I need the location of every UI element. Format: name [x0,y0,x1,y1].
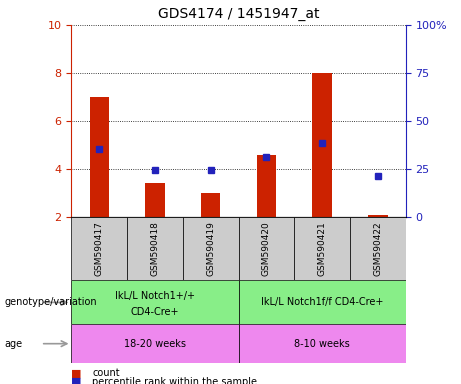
Text: GSM590422: GSM590422 [373,221,382,276]
Bar [294,217,350,280]
Bar [257,155,276,217]
Bar [368,215,388,217]
Bar [71,217,127,280]
Bar [71,280,239,324]
Text: IkL/L Notch1f/f CD4-Cre+: IkL/L Notch1f/f CD4-Cre+ [261,297,383,308]
Text: age: age [5,339,23,349]
Title: GDS4174 / 1451947_at: GDS4174 / 1451947_at [158,7,319,21]
Text: IkL/L Notch1+/+: IkL/L Notch1+/+ [115,291,195,301]
Bar [183,217,238,280]
Bar [145,184,165,217]
Text: GSM590420: GSM590420 [262,221,271,276]
Bar [239,217,294,280]
Text: GSM590418: GSM590418 [150,221,160,276]
Text: GSM590419: GSM590419 [206,221,215,276]
Text: ■: ■ [71,377,82,384]
Bar [89,97,109,217]
Text: 18-20 weeks: 18-20 weeks [124,339,186,349]
Bar [313,73,332,217]
Text: count: count [92,368,120,378]
Text: CD4-Cre+: CD4-Cre+ [131,307,179,317]
Bar [201,193,220,217]
Text: 8-10 weeks: 8-10 weeks [294,339,350,349]
Text: percentile rank within the sample: percentile rank within the sample [92,377,257,384]
Text: genotype/variation: genotype/variation [5,297,97,308]
Text: ■: ■ [71,368,82,378]
Bar [71,324,239,363]
Bar [350,217,406,280]
Bar [127,217,183,280]
Text: GSM590421: GSM590421 [318,221,327,276]
Text: GSM590417: GSM590417 [95,221,104,276]
Bar [239,280,406,324]
Bar [239,324,406,363]
